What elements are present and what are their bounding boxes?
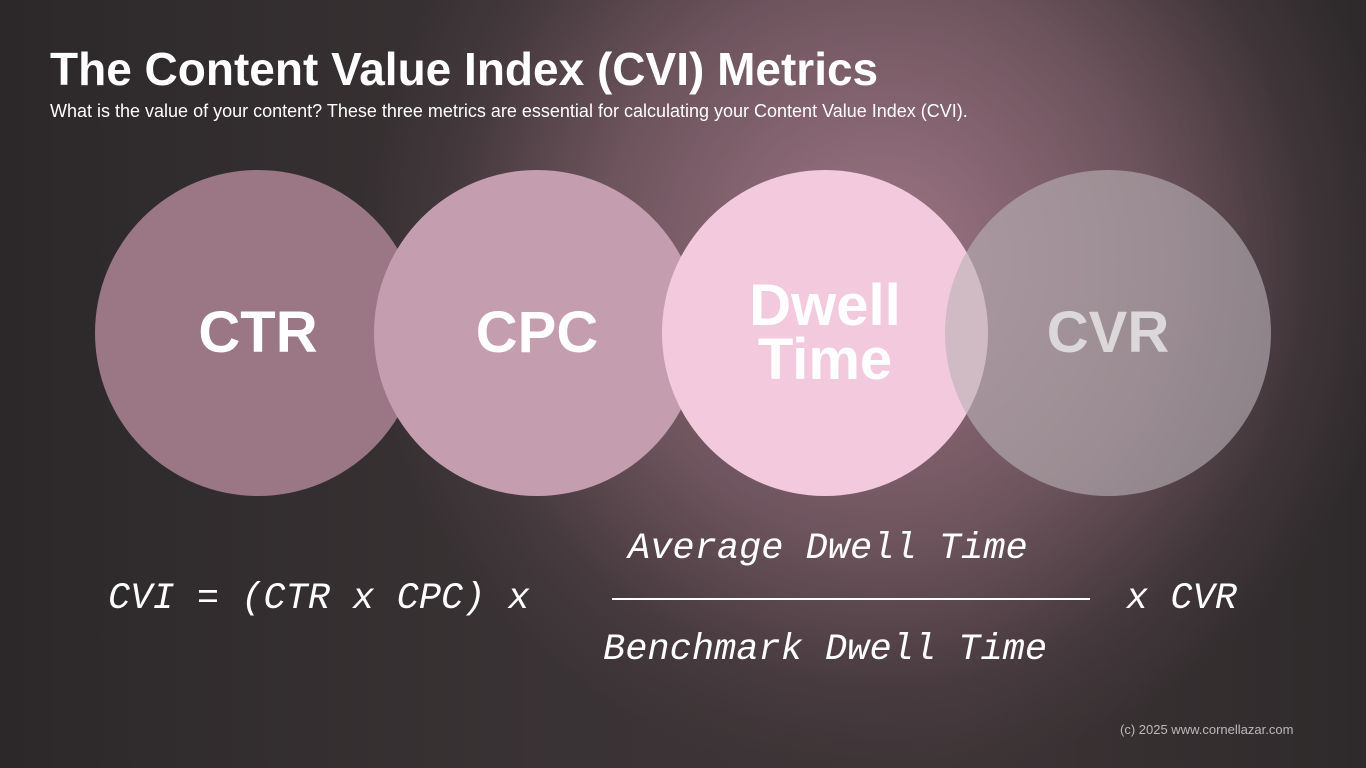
formula-right: x CVR bbox=[1126, 578, 1238, 620]
fraction-bar bbox=[612, 598, 1090, 600]
copyright: (c) 2025 www.cornellazar.com bbox=[1120, 722, 1294, 737]
formula-denominator: Benchmark Dwell Time bbox=[603, 629, 1048, 671]
metric-label: CPC bbox=[475, 300, 599, 365]
metric-label: Dwell Time bbox=[749, 273, 901, 392]
metric-label: CTR bbox=[198, 300, 318, 365]
page-title: The Content Value Index (CVI) Metrics bbox=[50, 43, 879, 95]
metric-circle-cpc: CPC bbox=[374, 170, 700, 496]
page-subtitle: What is the value of your content? These… bbox=[50, 101, 968, 121]
formula-left: CVI = (CTR x CPC) x bbox=[108, 578, 530, 620]
metric-circle-dwell-time: Dwell Time bbox=[662, 170, 988, 496]
metric-label: CVR bbox=[1046, 300, 1170, 365]
metric-circle-cvr: CVR bbox=[945, 170, 1271, 496]
formula-numerator: Average Dwell Time bbox=[628, 528, 1028, 570]
metric-circle-ctr: CTR bbox=[95, 170, 421, 496]
